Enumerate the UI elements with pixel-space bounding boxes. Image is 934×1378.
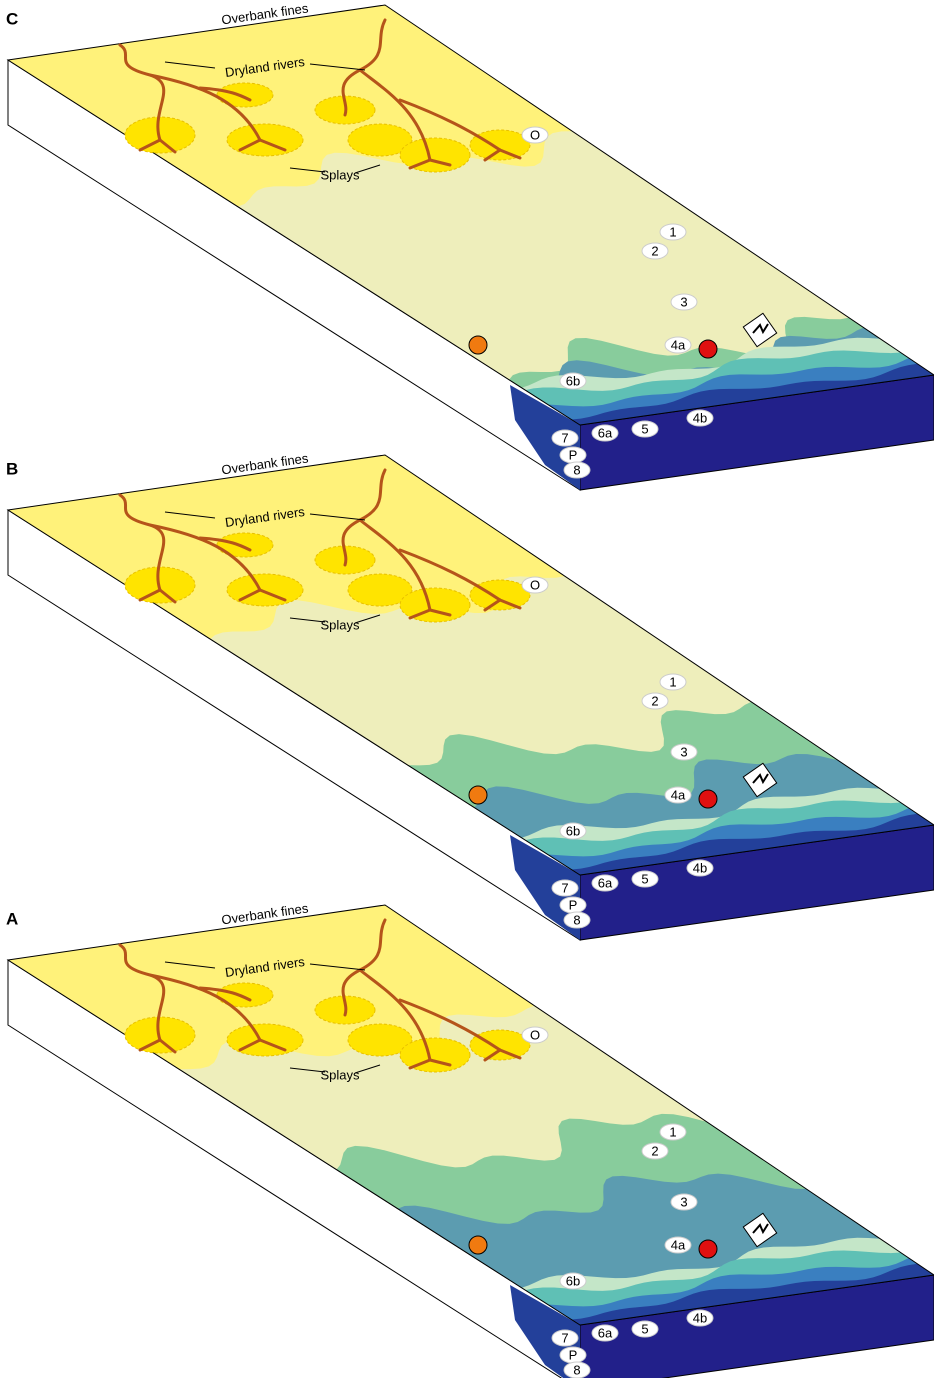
marker-label: 2 (651, 243, 658, 258)
marker-label: P (569, 447, 578, 462)
marker-label: O (530, 127, 540, 142)
marker-label: P (569, 897, 578, 912)
marker-label: O (530, 577, 540, 592)
splays-label: Splays (320, 1067, 360, 1082)
splay (227, 1024, 303, 1056)
splays-label: Splays (320, 167, 360, 182)
marker-label: 4a (671, 337, 686, 352)
marker-label: 1 (669, 674, 676, 689)
marker-label: 8 (573, 462, 580, 477)
marker-label: 6a (598, 1325, 613, 1340)
figure: COverbank finesDryland riversSplaysO1234… (0, 0, 934, 1378)
splay (227, 574, 303, 606)
marker-label: 5 (641, 871, 648, 886)
panel-label: A (6, 909, 18, 928)
marker-label: 4b (693, 1310, 707, 1325)
marker-label: 4b (693, 860, 707, 875)
red-site (699, 340, 717, 358)
marker-label: 6a (598, 875, 613, 890)
marker-label: 4b (693, 410, 707, 425)
marker-label: O (530, 1027, 540, 1042)
marker-label: 8 (573, 912, 580, 927)
marker-label: 5 (641, 1321, 648, 1336)
panel-label: C (6, 9, 18, 28)
marker-label: 1 (669, 224, 676, 239)
marker-label: 5 (641, 421, 648, 436)
orange-site (469, 786, 487, 804)
marker-label: P (569, 1347, 578, 1362)
orange-site (469, 336, 487, 354)
marker-label: 7 (561, 1330, 568, 1345)
marker-label: 3 (680, 1194, 687, 1209)
orange-site (469, 1236, 487, 1254)
marker-label: 2 (651, 693, 658, 708)
marker-label: 7 (561, 880, 568, 895)
marker-label: 6b (566, 373, 580, 388)
marker-label: 6a (598, 425, 613, 440)
marker-label: 2 (651, 1143, 658, 1158)
red-site (699, 1240, 717, 1258)
splay (470, 1030, 530, 1060)
marker-label: 3 (680, 294, 687, 309)
splay (227, 124, 303, 156)
panel-label: B (6, 459, 18, 478)
splay (470, 580, 530, 610)
marker-label: 3 (680, 744, 687, 759)
marker-label: 4a (671, 1237, 686, 1252)
splays-label: Splays (320, 617, 360, 632)
marker-label: 4a (671, 787, 686, 802)
marker-label: 6b (566, 823, 580, 838)
marker-label: 8 (573, 1362, 580, 1377)
red-site (699, 790, 717, 808)
marker-label: 6b (566, 1273, 580, 1288)
marker-label: 1 (669, 1124, 676, 1139)
block-diagram: Overbank finesDryland riversSplaysO1234a… (8, 450, 934, 940)
marker-label: 7 (561, 430, 568, 445)
splay (470, 130, 530, 160)
